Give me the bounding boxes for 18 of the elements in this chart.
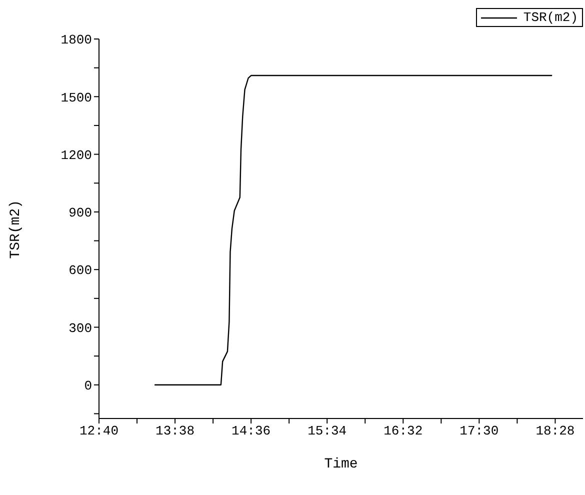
y-tick-label: 600 — [68, 263, 92, 278]
y-tick-label: 1500 — [60, 90, 92, 106]
x-tick-label: 16:32 — [384, 424, 423, 439]
y-tick-label: 0 — [84, 378, 92, 394]
x-axis-title: Time — [324, 456, 358, 472]
x-tick-label: 14:36 — [232, 424, 271, 439]
x-tick-label: 15:34 — [308, 424, 347, 439]
line-series — [154, 74, 553, 386]
y-tick-label: 1800 — [60, 32, 92, 48]
legend-label: TSR(m2) — [523, 10, 578, 25]
x-tick-label: 12:40 — [79, 424, 119, 439]
x-tick-label: 13:38 — [156, 424, 195, 439]
y-tick-label: 900 — [68, 206, 92, 221]
y-tick-label: 1200 — [60, 148, 92, 163]
y-tick-label: 300 — [68, 320, 92, 336]
x-tick-label: 17:30 — [460, 424, 499, 439]
y-axis-title: TSR(m2) — [8, 200, 24, 259]
x-tick-label: 18:28 — [536, 424, 575, 439]
